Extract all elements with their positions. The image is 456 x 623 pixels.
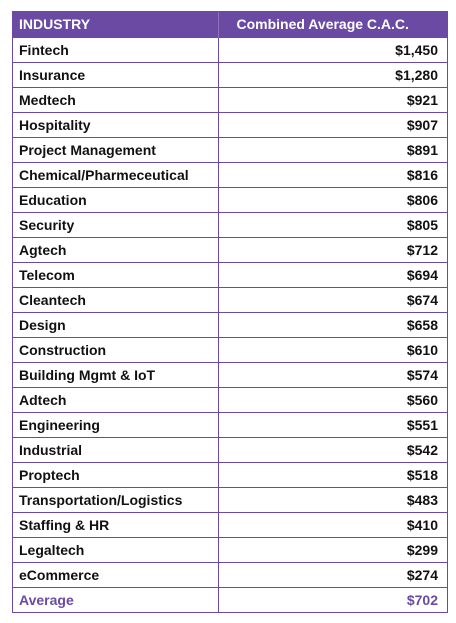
cac-value-cell: $1,450	[218, 36, 447, 62]
cac-value-cell: $712	[218, 236, 447, 262]
table-row: Medtech $921	[13, 86, 447, 112]
cac-table: INDUSTRY Combined Average C.A.C. Fintech…	[13, 12, 447, 612]
industry-cell: Proptech	[13, 461, 219, 487]
cac-value-cell: $560	[218, 386, 447, 412]
cac-value-cell: $610	[218, 336, 447, 362]
industry-cell: Security	[13, 211, 219, 237]
cac-value-cell: $694	[218, 261, 447, 287]
header-row: INDUSTRY Combined Average C.A.C.	[13, 12, 447, 37]
industry-cell: Telecom	[13, 261, 219, 287]
industry-cell: Project Management	[13, 136, 219, 162]
cac-value-cell: $574	[218, 361, 447, 387]
cac-column-header: Combined Average C.A.C.	[218, 12, 447, 37]
table-row: Insurance $1,280	[13, 61, 447, 87]
industry-cell: Design	[13, 311, 219, 337]
cac-value-cell: $518	[218, 461, 447, 487]
cac-value-cell: $674	[218, 286, 447, 312]
table-row: Building Mgmt & IoT $574	[13, 361, 447, 387]
table-row: Transportation/Logistics $483	[13, 486, 447, 512]
table-row: Legaltech $299	[13, 536, 447, 562]
cac-value-cell: $410	[218, 511, 447, 537]
table-row: Chemical/Pharmeceutical $816	[13, 161, 447, 187]
cac-table-container: INDUSTRY Combined Average C.A.C. Fintech…	[12, 11, 448, 613]
industry-cell: Cleantech	[13, 286, 219, 312]
cac-value-cell: $658	[218, 311, 447, 337]
industry-cell: Construction	[13, 336, 219, 362]
cac-value-cell: $921	[218, 86, 447, 112]
industry-cell: Legaltech	[13, 536, 219, 562]
industry-column-header: INDUSTRY	[13, 12, 219, 37]
industry-cell: eCommerce	[13, 561, 219, 587]
industry-cell: Insurance	[13, 61, 219, 87]
industry-cell: Chemical/Pharmeceutical	[13, 161, 219, 187]
table-row: Hospitality $907	[13, 111, 447, 137]
cac-value-cell: $274	[218, 561, 447, 587]
table-row: Engineering $551	[13, 411, 447, 437]
cac-value-cell: $816	[218, 161, 447, 187]
average-row: Average $702	[13, 586, 447, 612]
industry-cell: Hospitality	[13, 111, 219, 137]
table-row: Cleantech $674	[13, 286, 447, 312]
table-row: Security $805	[13, 211, 447, 237]
table-row: Agtech $712	[13, 236, 447, 262]
average-label: Average	[13, 586, 219, 612]
cac-value-cell: $551	[218, 411, 447, 437]
industry-cell: Education	[13, 186, 219, 212]
table-row: Adtech $560	[13, 386, 447, 412]
table-row: Telecom $694	[13, 261, 447, 287]
industry-cell: Adtech	[13, 386, 219, 412]
cac-value-cell: $907	[218, 111, 447, 137]
cac-value-cell: $542	[218, 436, 447, 462]
industry-cell: Fintech	[13, 36, 219, 62]
industry-cell: Industrial	[13, 436, 219, 462]
cac-value-cell: $483	[218, 486, 447, 512]
table-row: Design $658	[13, 311, 447, 337]
industry-cell: Transportation/Logistics	[13, 486, 219, 512]
cac-value-cell: $891	[218, 136, 447, 162]
industry-cell: Agtech	[13, 236, 219, 262]
cac-value-cell: $299	[218, 536, 447, 562]
table-row: eCommerce $274	[13, 561, 447, 587]
cac-value-cell: $1,280	[218, 61, 447, 87]
table-row: Project Management $891	[13, 136, 447, 162]
average-value: $702	[218, 586, 447, 612]
cac-value-cell: $806	[218, 186, 447, 212]
industry-cell: Engineering	[13, 411, 219, 437]
industry-cell: Building Mgmt & IoT	[13, 361, 219, 387]
table-row: Fintech $1,450	[13, 36, 447, 62]
table-row: Education $806	[13, 186, 447, 212]
table-body: Fintech $1,450 Insurance $1,280 Medtech $921 H…	[13, 36, 447, 612]
table-row: Industrial $542	[13, 436, 447, 462]
table-row: Staffing & HR $410	[13, 511, 447, 537]
table-row: Proptech $518	[13, 461, 447, 487]
industry-cell: Staffing & HR	[13, 511, 219, 537]
cac-value-cell: $805	[218, 211, 447, 237]
industry-cell: Medtech	[13, 86, 219, 112]
table-row: Construction $610	[13, 336, 447, 362]
